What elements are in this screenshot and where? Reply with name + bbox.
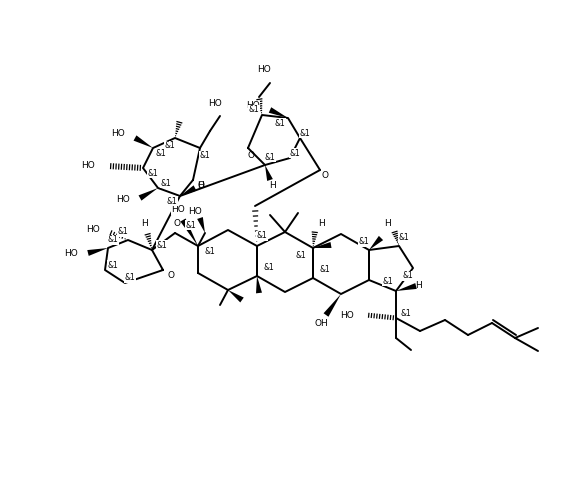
Text: HO: HO — [111, 128, 125, 138]
Text: &1: &1 — [300, 128, 311, 138]
Polygon shape — [134, 135, 153, 148]
Text: &1: &1 — [249, 105, 260, 114]
Text: &1: &1 — [156, 148, 166, 157]
Text: &1: &1 — [383, 276, 394, 285]
Text: HO: HO — [87, 226, 100, 235]
Text: &1: &1 — [205, 246, 215, 256]
Text: O: O — [167, 270, 175, 280]
Text: &1: &1 — [167, 197, 178, 205]
Text: HO: HO — [116, 196, 130, 204]
Text: &1: &1 — [401, 309, 411, 317]
Text: &1: &1 — [160, 179, 171, 187]
Text: HO: HO — [64, 248, 78, 257]
Text: H: H — [384, 219, 390, 228]
Text: HO: HO — [257, 66, 271, 74]
Text: &1: &1 — [164, 142, 175, 151]
Text: &1: &1 — [124, 273, 135, 283]
Text: O: O — [198, 181, 205, 189]
Polygon shape — [228, 290, 244, 302]
Text: OH: OH — [314, 319, 328, 328]
Text: HO: HO — [340, 311, 354, 319]
Polygon shape — [265, 165, 273, 181]
Text: &1: &1 — [403, 271, 413, 281]
Text: HO: HO — [171, 205, 185, 214]
Text: HO: HO — [81, 161, 95, 170]
Text: H: H — [415, 282, 421, 290]
Text: HO: HO — [188, 207, 202, 215]
Text: H: H — [140, 219, 147, 228]
Text: &1: &1 — [156, 241, 167, 250]
Text: O: O — [174, 218, 180, 227]
Text: &1: &1 — [108, 236, 119, 244]
Text: &1: &1 — [320, 266, 331, 274]
Polygon shape — [139, 188, 158, 200]
Text: &1: &1 — [399, 233, 409, 242]
Text: &1: &1 — [264, 264, 274, 272]
Polygon shape — [180, 218, 198, 246]
Text: &1: &1 — [359, 238, 370, 246]
Text: HO: HO — [208, 99, 222, 108]
Text: &1: &1 — [289, 148, 300, 157]
Text: O: O — [248, 152, 254, 160]
Polygon shape — [180, 185, 197, 196]
Text: &1: &1 — [257, 231, 268, 241]
Polygon shape — [197, 217, 205, 233]
Text: &1: &1 — [296, 252, 307, 260]
Text: &1: &1 — [265, 153, 276, 161]
Text: O: O — [321, 170, 328, 180]
Text: &1: &1 — [186, 221, 197, 229]
Text: &1: &1 — [148, 169, 158, 177]
Text: H: H — [197, 182, 203, 190]
Text: &1: &1 — [117, 227, 128, 237]
Polygon shape — [324, 294, 341, 317]
Text: &1: &1 — [274, 118, 285, 128]
Text: H: H — [317, 219, 324, 228]
Polygon shape — [256, 276, 262, 293]
Polygon shape — [313, 242, 332, 248]
Text: &1: &1 — [199, 152, 210, 160]
Text: H: H — [269, 181, 276, 189]
Polygon shape — [87, 248, 108, 256]
Text: HO: HO — [246, 101, 260, 111]
Polygon shape — [396, 283, 417, 291]
Polygon shape — [369, 236, 383, 250]
Polygon shape — [269, 107, 288, 118]
Text: &1: &1 — [108, 260, 119, 270]
